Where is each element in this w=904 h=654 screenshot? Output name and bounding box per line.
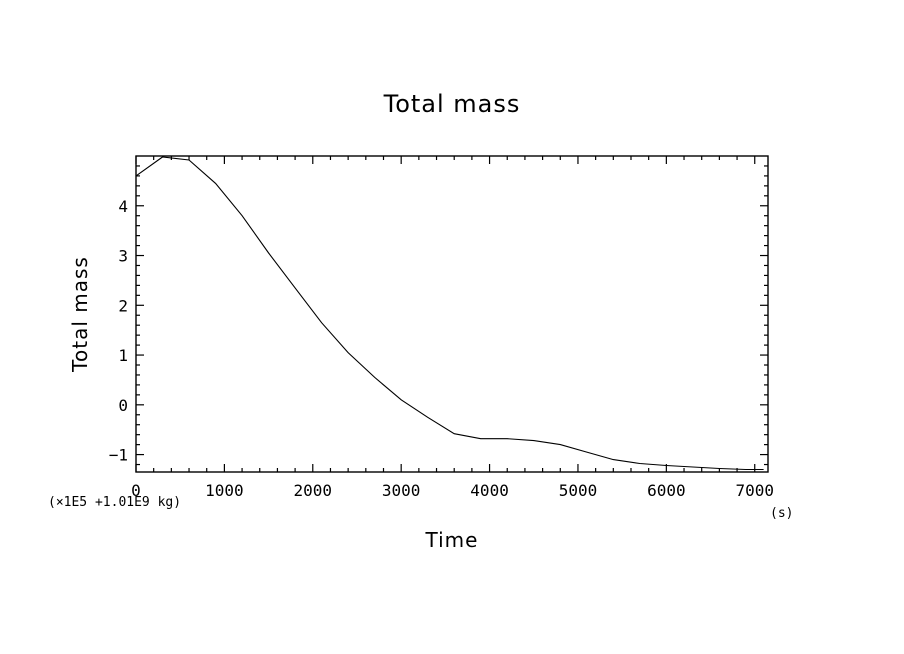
x-axis-label: Time — [425, 528, 479, 552]
y-tick-label: 3 — [118, 247, 128, 266]
x-unit-label: (s) — [770, 506, 793, 521]
x-tick-label: 7000 — [735, 481, 774, 500]
y-axis-label: Total mass — [68, 256, 92, 373]
y-tick-label: 4 — [118, 197, 128, 216]
x-tick-label: 6000 — [647, 481, 686, 500]
x-tick-label: 4000 — [470, 481, 509, 500]
plot-frame — [135, 155, 769, 473]
chart-title: Total mass — [383, 90, 521, 118]
y-tick-label: 0 — [118, 396, 128, 415]
y-tick-label: 2 — [118, 296, 128, 315]
series-layer — [135, 156, 764, 471]
x-tick-label: 1000 — [205, 481, 244, 500]
x-tick-labels: 0 1000 2000 3000 4000 5000 6000 7000 — [131, 481, 774, 500]
y-tick-labels: −1 0 1 2 3 4 — [109, 197, 128, 465]
y-scale-note: (×1E5 +1.01E9 kg) — [48, 495, 181, 510]
series-line — [135, 156, 764, 471]
y-tick-label: 1 — [118, 346, 128, 365]
y-tick-label: −1 — [109, 446, 128, 465]
x-tick-label: 5000 — [559, 481, 598, 500]
x-tick-label: 3000 — [382, 481, 421, 500]
x-tick-label: 2000 — [294, 481, 333, 500]
x-tick-label: 0 — [131, 481, 141, 500]
axis-ticks — [135, 156, 768, 472]
